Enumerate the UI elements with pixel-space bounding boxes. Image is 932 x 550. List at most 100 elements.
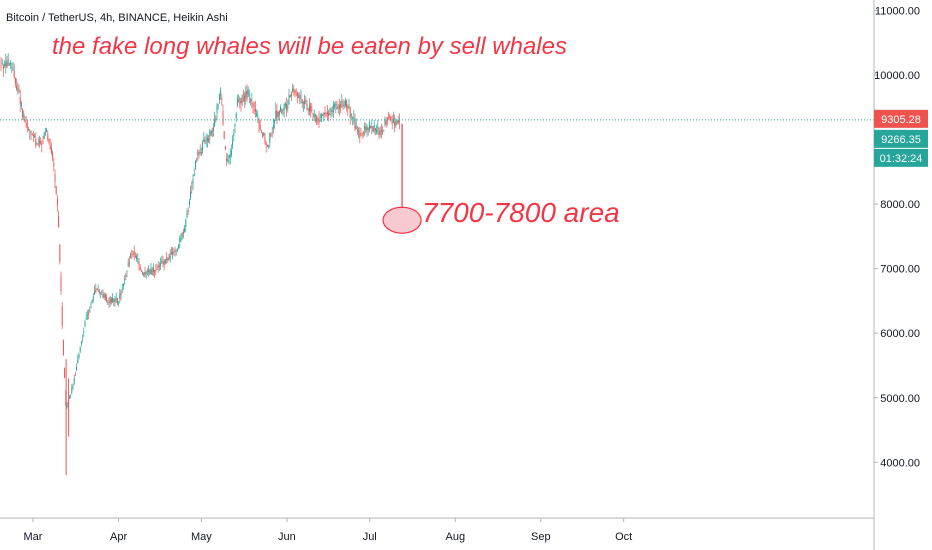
candle-body (241, 95, 243, 103)
candle-body (265, 142, 267, 146)
candle-body (52, 153, 54, 158)
candle-body (152, 267, 154, 272)
candle-body (37, 144, 39, 146)
last-price-tag-text: 9305.28 (881, 114, 921, 126)
candle-body (379, 131, 381, 135)
candle-body (182, 232, 184, 234)
candle-body (184, 228, 186, 232)
candle-body (156, 269, 158, 271)
candle-body (290, 93, 292, 97)
candle-body (268, 145, 270, 147)
candle-body (103, 293, 105, 298)
candle-body (174, 250, 176, 253)
candle-body (116, 298, 118, 304)
candle-body (168, 256, 170, 260)
last-price-tag-bg (874, 109, 928, 128)
candle-body (220, 90, 222, 94)
candle-body (48, 139, 50, 144)
x-tick-label: Mar (24, 531, 43, 543)
candle-body (216, 105, 218, 113)
candle-body (323, 112, 325, 116)
candle-body (229, 154, 231, 158)
candle-body (353, 118, 355, 120)
candle-body (395, 121, 397, 126)
candle-body (209, 131, 211, 138)
candle-body (286, 104, 288, 111)
candle-body (101, 291, 103, 294)
candle-body (226, 158, 228, 161)
symbol-header[interactable]: Bitcoin / TetherUS, 4h, BINANCE, Heikin … (6, 12, 228, 24)
candle-body (120, 291, 122, 296)
annotation-layer (0, 119, 874, 234)
candle-body (180, 236, 182, 241)
candle-body (86, 315, 88, 316)
candle-body (4, 63, 6, 66)
candle-body (133, 251, 135, 256)
candle-body (238, 100, 240, 102)
candle-body (394, 122, 396, 127)
candle-body (76, 366, 78, 370)
candle-body (121, 288, 123, 291)
candle-body (5, 60, 7, 67)
candle-body (131, 253, 133, 255)
candle-body (49, 144, 51, 150)
candle-body (204, 139, 206, 144)
candle-body (374, 128, 376, 131)
candle-body (172, 251, 174, 255)
target-area-label: 7700-7800 area (422, 197, 620, 228)
candle-body (259, 125, 261, 130)
candle-body (338, 105, 340, 109)
candle-body (263, 132, 265, 136)
candle-body (335, 103, 337, 106)
candle-body (264, 137, 266, 143)
candle-body (329, 113, 331, 116)
y-tick-label: 4000.00 (880, 457, 920, 469)
candle-body (150, 268, 152, 274)
x-tick-label: Aug (445, 531, 465, 543)
candle-body (167, 258, 169, 260)
candle-body (246, 90, 248, 100)
candle-body (119, 293, 121, 300)
candle-body (233, 133, 235, 137)
candle-body (95, 288, 97, 293)
x-tick-label: Sep (531, 531, 551, 543)
candle-body (365, 127, 367, 133)
candle-body (280, 106, 282, 112)
candle-body (320, 113, 322, 119)
candle-body (248, 94, 250, 96)
candle-body (235, 113, 237, 119)
candle-body (80, 342, 82, 345)
candle-body (336, 106, 338, 110)
candle-body (55, 186, 57, 195)
candle-body (232, 140, 234, 146)
candle-body (344, 100, 346, 106)
candle-body (317, 119, 319, 121)
candle-body (10, 62, 12, 65)
candle-body (26, 126, 28, 128)
candle-body (342, 102, 344, 107)
candle-body (187, 211, 189, 212)
candle-body (178, 244, 180, 249)
candle-body (380, 129, 382, 132)
candle-body (88, 312, 90, 315)
candle-body (306, 103, 308, 110)
candle-body (31, 133, 33, 135)
candle-body (82, 337, 84, 339)
candle-body (192, 179, 194, 184)
candle-body (118, 301, 120, 303)
candle-body (25, 123, 27, 127)
candle-body (50, 147, 52, 154)
candle-body (398, 120, 400, 123)
candle-body (257, 115, 259, 118)
candle-body (348, 105, 350, 108)
candle-body (77, 359, 79, 364)
candle-body (245, 90, 247, 98)
candle-body (155, 270, 157, 271)
candle-body (276, 110, 278, 118)
candle-body (368, 122, 370, 131)
candle-body (148, 269, 150, 272)
candle-body (89, 309, 91, 313)
